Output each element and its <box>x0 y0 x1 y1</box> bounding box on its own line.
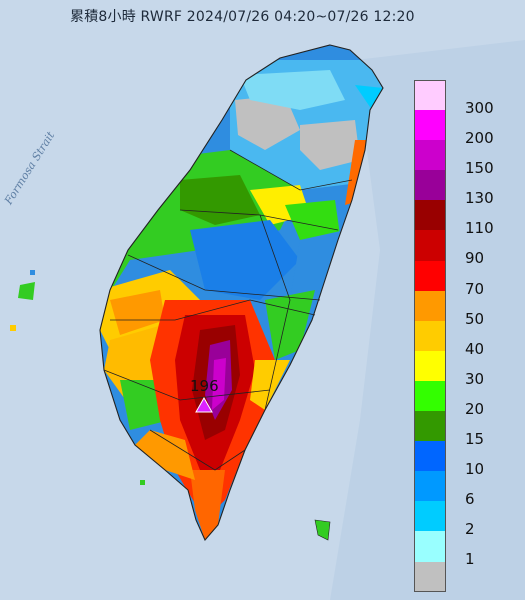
legend-label: 2 <box>465 520 475 539</box>
legend-label: 6 <box>465 490 475 509</box>
legend-swatch <box>414 411 446 442</box>
legend-label: 200 <box>465 129 494 148</box>
legend-swatch <box>414 80 446 111</box>
legend-label: 90 <box>465 249 485 268</box>
legend-swatch <box>414 441 446 472</box>
county-borders <box>99 44 384 542</box>
rainfall-shading <box>100 60 383 540</box>
map-title: 累積8小時 RWRF 2024/07/26 04:20~07/26 12:20 <box>70 9 415 25</box>
peak-marker-icon <box>195 396 213 413</box>
legend-label: 15 <box>465 430 485 449</box>
legend-label: 20 <box>465 399 485 418</box>
legend-label: 10 <box>465 460 485 479</box>
legend-swatch <box>414 531 446 562</box>
legend-labels: 300 200 150 130 110 90 70 50 40 30 20 15 10 6 2 1 <box>465 93 494 575</box>
legend-label: 40 <box>465 339 485 358</box>
legend-label: 1 <box>465 550 475 569</box>
legend-swatch <box>414 260 446 291</box>
legend-label: 110 <box>465 219 494 238</box>
legend-swatch <box>414 380 446 412</box>
legend-label: 150 <box>465 159 494 178</box>
legend-label: 50 <box>465 309 485 328</box>
color-legend <box>414 80 446 592</box>
legend-label: 30 <box>465 369 485 388</box>
legend-swatch <box>414 110 446 141</box>
legend-swatch <box>414 471 446 502</box>
legend-swatch <box>414 290 446 321</box>
legend-swatch <box>414 561 446 592</box>
legend-swatch <box>414 140 446 171</box>
legend-swatch <box>414 170 446 201</box>
legend-label: 70 <box>465 279 485 298</box>
legend-swatch <box>414 230 446 261</box>
peak-value-label: 196 <box>190 377 219 395</box>
legend-swatch <box>414 200 446 231</box>
legend-swatch <box>414 320 446 351</box>
legend-label: 130 <box>465 189 494 208</box>
legend-label: 300 <box>465 99 494 117</box>
legend-swatch <box>414 501 446 532</box>
offshore-islands <box>10 270 331 541</box>
legend-swatch <box>414 350 446 381</box>
